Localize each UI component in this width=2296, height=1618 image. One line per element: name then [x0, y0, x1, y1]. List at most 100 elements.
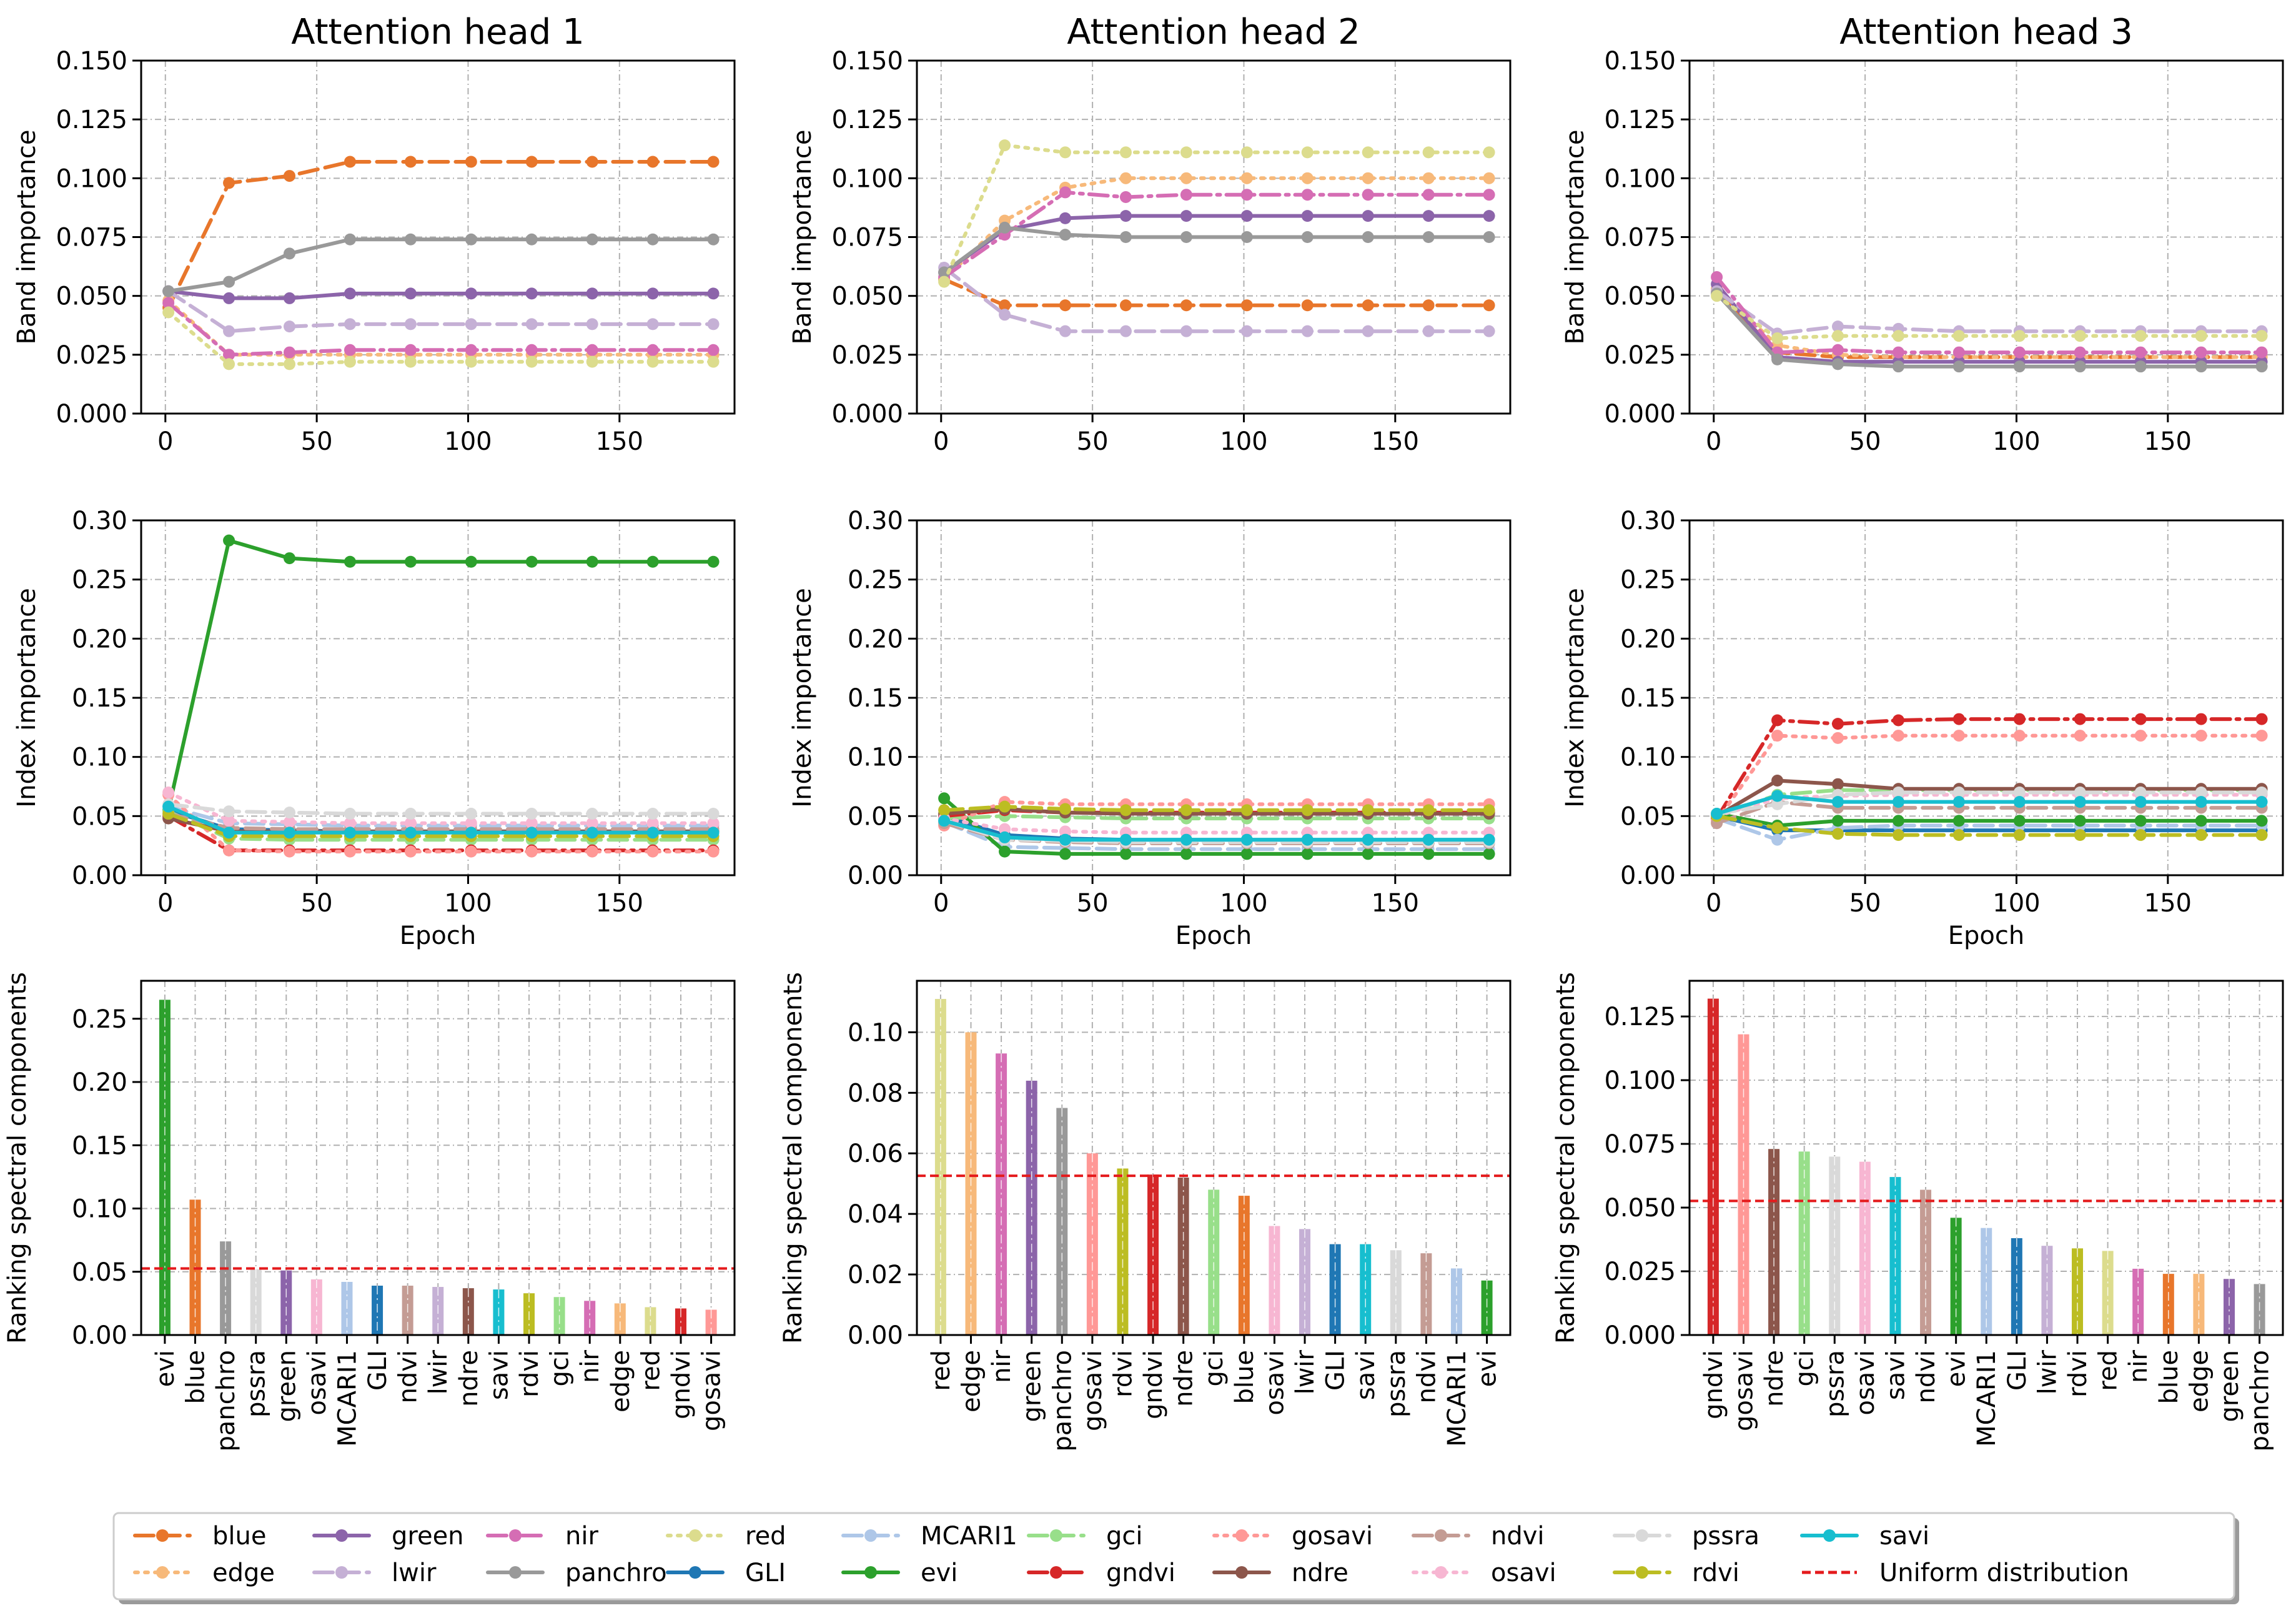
data-point — [2134, 346, 2147, 359]
data-point — [1362, 189, 1374, 201]
data-point — [2255, 330, 2268, 342]
data-point — [938, 815, 951, 827]
data-point — [1771, 821, 1784, 834]
x-tick-label: 50 — [1077, 427, 1109, 456]
series-line — [1715, 289, 2264, 335]
data-point — [1483, 189, 1495, 201]
data-point — [2195, 730, 2207, 742]
data-point — [999, 823, 1011, 835]
y-axis-label: Band importance — [12, 130, 41, 345]
data-point — [1059, 825, 1071, 838]
x-axis-label: Epoch — [1175, 921, 1252, 950]
x-tick-label: 150 — [596, 889, 643, 918]
x-axis-label: Epoch — [400, 921, 476, 950]
series-panchro — [1711, 287, 2268, 373]
series-red — [1711, 290, 2268, 344]
y-tick-label: 0.00 — [1620, 861, 1676, 890]
y-tick-label: 0.30 — [848, 507, 903, 535]
x-tick-label: panchro — [1048, 1350, 1077, 1452]
data-point — [586, 344, 598, 356]
data-point — [2134, 796, 2147, 808]
data-point — [1240, 804, 1253, 816]
legend-marker — [1235, 1566, 1248, 1579]
data-point — [1771, 775, 1784, 787]
data-point — [999, 309, 1011, 321]
data-point — [1892, 786, 1904, 798]
data-point — [1180, 172, 1192, 184]
series-line — [1715, 717, 2264, 821]
x-tick-label: 0 — [1706, 889, 1721, 918]
series-gndvi — [1711, 713, 2268, 825]
y-tick-label: 0.050 — [1604, 1194, 1676, 1223]
y-tick-label: 0.25 — [72, 566, 127, 595]
data-point — [1483, 146, 1495, 159]
plot-frame — [140, 519, 736, 876]
series-savi — [938, 815, 1495, 846]
legend-entry-nir: nir — [486, 1522, 598, 1551]
x-tick-label: gndvi — [667, 1350, 696, 1419]
data-point — [404, 287, 417, 300]
y-tick-label: 0.30 — [1620, 507, 1676, 535]
x-tick-label: green — [272, 1350, 301, 1422]
series-line — [166, 811, 716, 838]
data-point — [1483, 848, 1495, 860]
data-point — [404, 826, 417, 839]
data-point — [284, 358, 295, 370]
data-point — [2255, 815, 2268, 827]
plot-frame — [140, 980, 736, 1336]
data-point — [2134, 829, 2147, 841]
data-point — [1119, 172, 1132, 184]
series-line — [166, 289, 716, 334]
data-point — [465, 826, 477, 839]
y-tick-label: 0.075 — [56, 224, 127, 252]
data-point — [2255, 713, 2268, 725]
data-point — [1952, 346, 1965, 359]
y-tick-label: 0.15 — [848, 684, 903, 713]
x-tick-label: blue — [1230, 1350, 1259, 1404]
y-tick-label: 0.000 — [831, 400, 903, 429]
data-point — [525, 845, 538, 858]
y-axis-label: Index importance — [1561, 588, 1590, 807]
data-point — [1059, 325, 1071, 337]
x-tick-label: ndre — [1170, 1350, 1199, 1407]
data-point — [1483, 299, 1495, 312]
y-tick-label: 0.25 — [1620, 566, 1676, 595]
data-point — [344, 287, 356, 300]
x-tick-label: gosavi — [1079, 1350, 1107, 1431]
y-tick-label: 0.100 — [1604, 1066, 1676, 1095]
x-tick-label: GLI — [2003, 1350, 2032, 1391]
data-point — [999, 299, 1011, 312]
series-evi — [938, 792, 1495, 860]
series-nir — [162, 297, 720, 361]
data-point — [646, 355, 659, 368]
y-tick-label: 0.025 — [1604, 1258, 1676, 1286]
data-point — [2134, 713, 2147, 725]
y-tick-label: 0.25 — [72, 1005, 127, 1034]
x-tick-label: 0 — [933, 427, 949, 456]
data-point — [1119, 231, 1132, 243]
panel-6: 0.00 0.05 0.10 0.15 0.20 0.25 0.30 Index import… — [1561, 507, 2284, 950]
data-point — [1422, 231, 1435, 243]
y-tick-label: 0.125 — [1604, 1003, 1676, 1031]
series-line — [942, 226, 1492, 274]
data-point — [1301, 172, 1314, 184]
x-tick-label: savi — [1352, 1350, 1380, 1400]
data-point — [1059, 186, 1071, 199]
data-point — [1059, 229, 1071, 241]
x-tick-label: 100 — [1220, 889, 1267, 918]
data-point — [707, 817, 720, 830]
x-tick-label: rdvi — [2064, 1350, 2092, 1397]
data-point — [1832, 330, 1844, 342]
data-point — [2013, 786, 2026, 798]
bar-green — [2223, 1279, 2235, 1335]
series-line — [1715, 733, 2264, 823]
x-tick-label: edge — [2185, 1350, 2214, 1412]
data-point — [2074, 829, 2086, 841]
x-tick-label: 100 — [444, 427, 492, 456]
data-point — [1952, 815, 1965, 827]
x-tick-label: pssra — [1382, 1350, 1411, 1417]
panel-9: 0.000 0.025 0.050 0.075 0.100 0.125 Ranking sp… — [1551, 972, 2284, 1452]
legend-label: gci — [1106, 1522, 1143, 1551]
series-line — [1715, 291, 2264, 369]
data-point — [1301, 325, 1314, 337]
